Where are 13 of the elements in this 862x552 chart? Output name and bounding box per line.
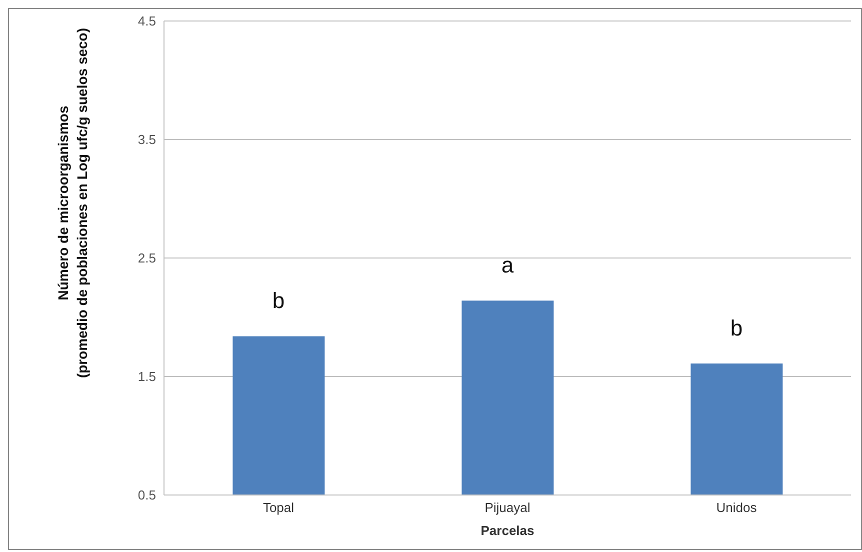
y-tick-label: 1.5 xyxy=(138,369,156,384)
y-tick-label: 3.5 xyxy=(138,132,156,148)
x-tick-label: Pijuayal xyxy=(484,500,530,516)
y-tick-label: 4.5 xyxy=(138,14,156,29)
y-tick-label: 2.5 xyxy=(138,250,156,266)
annotation: b xyxy=(272,288,285,314)
x-axis-title: Parcelas xyxy=(480,523,534,538)
y-tick-label: 0.5 xyxy=(138,488,156,503)
x-tick-label: Topal xyxy=(262,500,294,516)
annotation: b xyxy=(730,315,743,340)
x-tick-label: Unidos xyxy=(716,500,758,516)
annotation: a xyxy=(501,252,514,278)
y-axis-title: Número de microorganismos (promedio de poblaciones en Log ufc/g suelos seco) xyxy=(55,28,90,378)
